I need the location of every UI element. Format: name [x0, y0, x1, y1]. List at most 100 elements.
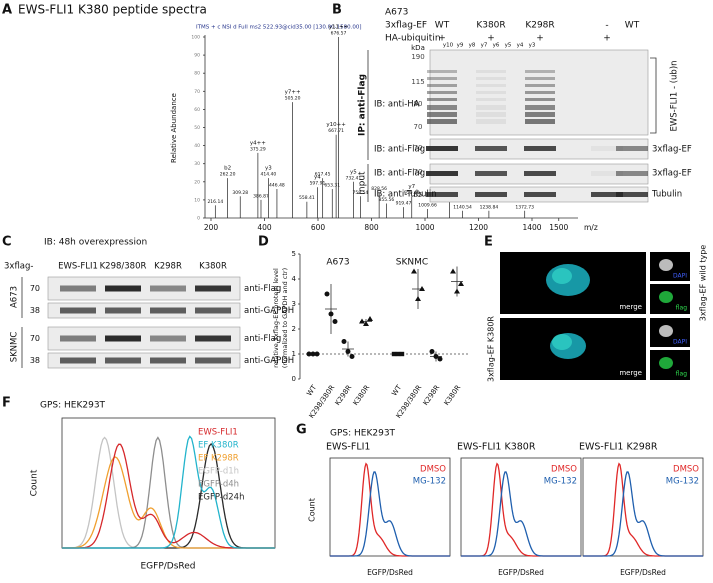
band: [476, 77, 506, 80]
band: [616, 192, 648, 197]
label: IB: 48h overexpression: [44, 238, 147, 248]
y-tick-label: 60: [194, 107, 200, 113]
panel-letter: A: [2, 3, 12, 18]
data-point: [437, 356, 443, 362]
blot-label: anti-Flag: [244, 284, 281, 294]
band: [427, 91, 457, 94]
legend-entry: DMSO: [551, 465, 577, 475]
group-label: A673: [326, 258, 349, 268]
histogram-curve: [62, 435, 275, 549]
histogram-curve: [461, 471, 581, 557]
image-label: flag: [676, 371, 687, 378]
panel-letter: F: [2, 396, 11, 411]
x-tick-label: 200: [204, 223, 219, 232]
data-point: [341, 339, 347, 344]
kda-marker: 55: [414, 191, 423, 199]
data-point: [458, 281, 464, 286]
band: [427, 77, 457, 80]
lane-sign: +: [487, 34, 495, 44]
legend-entry: DMSO: [420, 465, 446, 475]
label: kDa: [411, 44, 425, 52]
band: [524, 192, 556, 197]
x-axis-unit: m/z: [584, 223, 598, 232]
nucleus: [659, 259, 673, 271]
x-tick-label: WT: [390, 383, 403, 397]
y-tick-label: 0: [197, 216, 200, 222]
label: GPS: HEK293T: [40, 401, 106, 411]
legend-entry: EF K298R: [198, 454, 239, 464]
nucleus: [552, 334, 572, 350]
data-point: [411, 268, 417, 274]
blot-label: anti-GAPDH: [244, 306, 294, 316]
band: [525, 70, 555, 73]
blot-right-label: 3xflag-EF: [652, 169, 692, 179]
ion-label: y6: [493, 43, 500, 49]
ion-label: y11++: [329, 25, 349, 31]
legend-entry: DMSO: [673, 465, 699, 475]
lane-label: K298R: [525, 21, 554, 31]
peak-label: 758.54: [353, 190, 369, 196]
band: [105, 357, 141, 364]
peak-label: 597.91: [310, 181, 326, 187]
x-tick-label: 1400: [522, 223, 541, 232]
data-point: [349, 354, 355, 359]
band: [525, 84, 555, 87]
band: [476, 91, 506, 94]
peak-label: 653.31: [324, 183, 340, 189]
band: [591, 171, 623, 176]
data-point: [399, 351, 405, 357]
y-tick-label: 50: [194, 125, 200, 131]
panel-letter: D: [258, 235, 269, 250]
band: [105, 307, 141, 314]
kda-marker: 70: [30, 284, 40, 293]
lane-sign: +: [438, 34, 446, 44]
lane-label: WT: [435, 21, 450, 31]
band: [475, 192, 507, 197]
lane-label: EWS-FLI1: [58, 262, 98, 272]
ion-label: y8: [469, 43, 476, 49]
band: [427, 98, 457, 101]
x-tick-label: 800: [364, 223, 379, 232]
subplot-title: EWS-FLI1 K380R: [457, 442, 536, 453]
label: GPS: HEK293T: [330, 429, 396, 439]
data-point: [433, 354, 439, 359]
y-tick-label: 30: [194, 161, 200, 167]
y-tick-label: 1: [292, 350, 296, 358]
legend-entry: MG-132: [544, 477, 577, 487]
ion-label: b2: [224, 166, 231, 172]
data-point: [419, 286, 425, 291]
data-point: [429, 349, 435, 354]
peak-label: 950.45: [404, 190, 420, 196]
x-tick-label: K380R: [443, 384, 463, 407]
peak-label: 676.57: [331, 31, 347, 37]
band: [426, 146, 458, 151]
x-tick-label: 1500: [549, 223, 568, 232]
peak-label: 414.40: [260, 172, 276, 178]
band: [525, 77, 555, 80]
blot: [47, 326, 241, 351]
band: [60, 335, 96, 342]
panel-title: EWS-FLI1 K380 peptide spectra: [18, 3, 207, 17]
ion-label: y4++: [250, 140, 266, 146]
y-axis-label: relative 3xflag-EF protein level: [272, 268, 280, 368]
lane-sign: +: [536, 34, 544, 44]
lane-label: K380R: [476, 21, 505, 31]
kda-marker: 115: [411, 78, 424, 86]
peak-label: 828.56: [371, 186, 387, 192]
peak-label: 558.41: [299, 195, 315, 201]
band: [525, 91, 555, 94]
band: [195, 335, 231, 342]
y-tick-label: 2: [292, 325, 296, 333]
band: [195, 307, 231, 314]
band: [195, 285, 231, 292]
peak-label: 1372.73: [515, 204, 534, 210]
peak-label: 1140.54: [453, 204, 472, 210]
lane-label: K298/380R: [100, 262, 147, 272]
peak-label: 919.47: [396, 201, 412, 207]
blot-label: anti-GAPDH: [244, 356, 294, 366]
ip-label: IP: anti-Flag: [358, 74, 368, 136]
kda-marker: 38: [30, 306, 40, 315]
y-axis-label: (normalized to GAPDH and ctr): [281, 268, 289, 368]
band: [525, 98, 555, 101]
